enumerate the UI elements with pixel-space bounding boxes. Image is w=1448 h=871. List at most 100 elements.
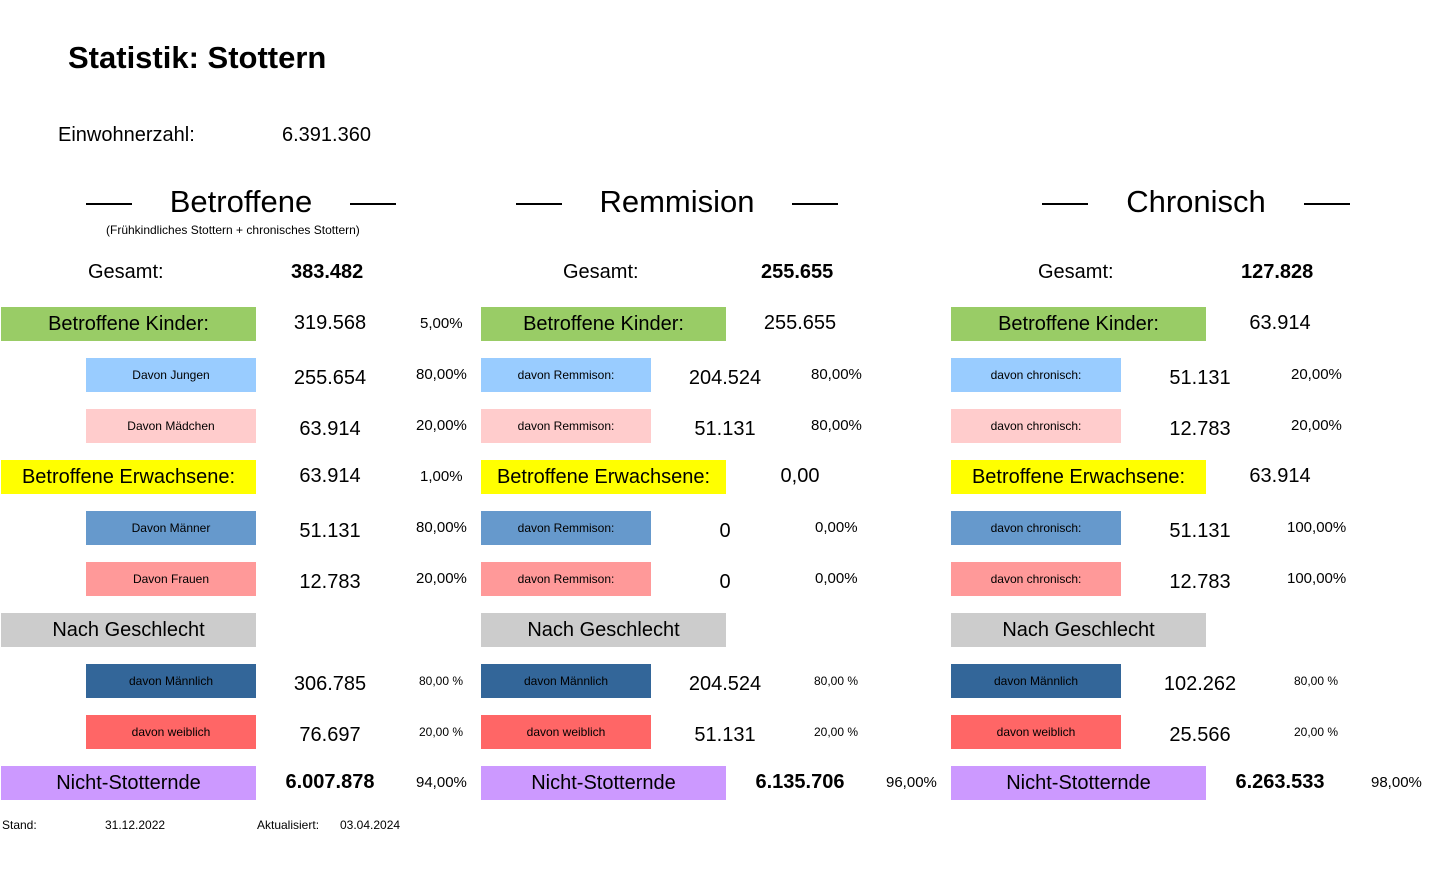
kinder-label: Betroffene Kinder: — [951, 307, 1206, 341]
girls-label: davon chronisch: — [951, 409, 1121, 443]
weiblich-pct: 20,00 % — [419, 725, 464, 739]
girls-pct: 80,00% — [811, 417, 862, 434]
maennlich-value: 204.524 — [688, 673, 762, 695]
maennlich-value: 102.262 — [1163, 673, 1237, 695]
women-value: 12.783 — [299, 571, 361, 593]
section-heading: Betroffene — [169, 184, 313, 219]
kinder-label: Betroffene Kinder: — [481, 307, 726, 341]
kinder-value: 63.914 — [1249, 312, 1311, 334]
nicht-value: 6.135.706 — [755, 771, 845, 793]
women-pct: 20,00% — [416, 570, 467, 587]
heading-dash-right — [1304, 203, 1350, 205]
erwachsene-label: Betroffene Erwachsene: — [1, 460, 256, 494]
gesamt-label: Gesamt: — [1038, 261, 1114, 283]
girls-pct: 20,00% — [416, 417, 467, 434]
boys-pct: 80,00% — [811, 366, 862, 383]
heading-dash-left — [86, 203, 132, 205]
updated-label: Aktualisiert: — [257, 818, 320, 832]
erwachsene-value: 63.914 — [299, 465, 361, 487]
men-label: Davon Männer — [86, 511, 256, 545]
women-label: davon Remmison: — [481, 562, 651, 596]
girls-value: 63.914 — [299, 418, 361, 440]
men-value: 51.131 — [299, 520, 361, 542]
population-label: Einwohnerzahl: — [58, 124, 195, 146]
girls-value: 51.131 — [694, 418, 756, 440]
girls-value: 12.783 — [1169, 418, 1231, 440]
population-value: 6.391.360 — [282, 124, 371, 146]
weiblich-label: davon weiblich — [951, 715, 1121, 749]
stand-value: 31.12.2022 — [105, 818, 166, 832]
heading-dash-right — [350, 203, 396, 205]
heading-dash-left — [516, 203, 562, 205]
kinder-label: Betroffene Kinder: — [1, 307, 256, 341]
women-label: davon chronisch: — [951, 562, 1121, 596]
section-heading: Chronisch — [1126, 184, 1266, 219]
kinder-value: 255.655 — [763, 312, 837, 334]
nicht-label: Nicht-Stotternde — [1, 766, 256, 800]
boys-label: davon Remmison: — [481, 358, 651, 392]
men-pct: 0,00% — [815, 519, 858, 536]
geschlecht-label: Nach Geschlecht — [951, 613, 1206, 647]
men-label: davon Remmison: — [481, 511, 651, 545]
stand-label: Stand: — [2, 818, 37, 832]
geschlecht-label: Nach Geschlecht — [481, 613, 726, 647]
weiblich-label: davon weiblich — [86, 715, 256, 749]
girls-pct: 20,00% — [1291, 417, 1342, 434]
geschlecht-label: Nach Geschlecht — [1, 613, 256, 647]
women-value: 0 — [719, 571, 731, 593]
weiblich-pct: 20,00 % — [1294, 725, 1339, 739]
nicht-value: 6.007.878 — [285, 771, 375, 793]
kinder-value: 319.568 — [293, 312, 367, 334]
gesamt-label: Gesamt: — [88, 261, 164, 283]
boys-label: Davon Jungen — [86, 358, 256, 392]
men-value: 0 — [719, 520, 731, 542]
gesamt-value: 255.655 — [761, 261, 834, 283]
women-pct: 0,00% — [815, 570, 858, 587]
weiblich-value: 51.131 — [694, 724, 756, 746]
maennlich-label: davon Männlich — [951, 664, 1121, 698]
gesamt-value: 383.482 — [291, 261, 364, 283]
men-pct: 80,00% — [416, 519, 467, 536]
women-pct: 100,00% — [1287, 570, 1347, 587]
maennlich-pct: 80,00 % — [419, 674, 464, 688]
weiblich-value: 25.566 — [1169, 724, 1231, 746]
heading-dash-right — [792, 203, 838, 205]
girls-label: davon Remmison: — [481, 409, 651, 443]
erwachsene-pct: 1,00% — [420, 468, 463, 485]
nicht-label: Nicht-Stotternde — [481, 766, 726, 800]
maennlich-pct: 80,00 % — [1294, 674, 1339, 688]
maennlich-pct: 80,00 % — [814, 674, 859, 688]
nicht-pct: 98,00% — [1371, 774, 1422, 791]
boys-value: 255.654 — [293, 367, 367, 389]
maennlich-value: 306.785 — [293, 673, 367, 695]
nicht-label: Nicht-Stotternde — [951, 766, 1206, 800]
boys-pct: 80,00% — [416, 366, 467, 383]
section-subnote: (Frühkindliches Stottern + chronisches S… — [106, 223, 360, 237]
gesamt-label: Gesamt: — [563, 261, 639, 283]
boys-value: 51.131 — [1169, 367, 1231, 389]
maennlich-label: davon Männlich — [86, 664, 256, 698]
nicht-value: 6.263.533 — [1235, 771, 1325, 793]
maennlich-label: davon Männlich — [481, 664, 651, 698]
men-pct: 100,00% — [1287, 519, 1347, 536]
section-heading: Remmision — [599, 184, 755, 219]
erwachsene-value: 0,00 — [780, 465, 820, 487]
men-label: davon chronisch: — [951, 511, 1121, 545]
men-value: 51.131 — [1169, 520, 1231, 542]
page-title: Statistik: Stottern — [68, 40, 327, 75]
nicht-pct: 96,00% — [886, 774, 937, 791]
weiblich-value: 76.697 — [299, 724, 361, 746]
girls-label: Davon Mädchen — [86, 409, 256, 443]
erwachsene-value: 63.914 — [1249, 465, 1311, 487]
erwachsene-label: Betroffene Erwachsene: — [481, 460, 726, 494]
boys-label: davon chronisch: — [951, 358, 1121, 392]
nicht-pct: 94,00% — [416, 774, 467, 791]
updated-value: 03.04.2024 — [340, 818, 401, 832]
weiblich-label: davon weiblich — [481, 715, 651, 749]
women-value: 12.783 — [1169, 571, 1231, 593]
heading-dash-left — [1042, 203, 1088, 205]
erwachsene-label: Betroffene Erwachsene: — [951, 460, 1206, 494]
boys-value: 204.524 — [688, 367, 762, 389]
women-label: Davon Frauen — [86, 562, 256, 596]
boys-pct: 20,00% — [1291, 366, 1342, 383]
